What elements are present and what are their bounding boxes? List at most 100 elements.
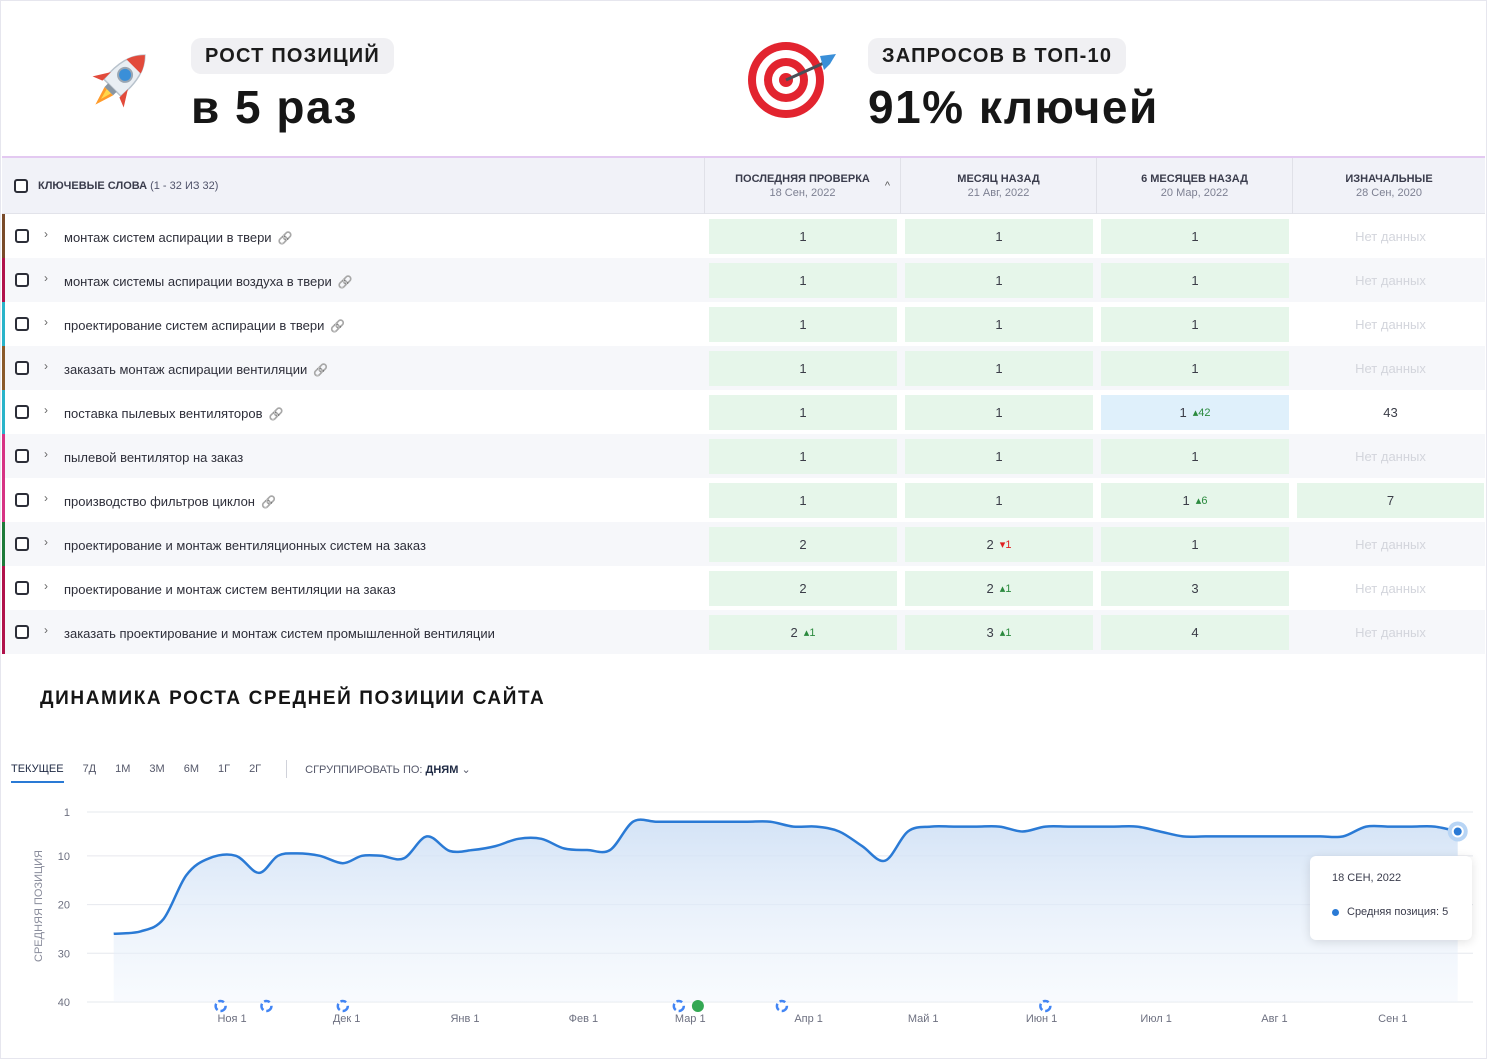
position-value: 1 bbox=[995, 273, 1003, 288]
arrow-down-icon: ▾ bbox=[999, 539, 1006, 551]
row-checkbox[interactable] bbox=[15, 537, 29, 551]
row-checkbox[interactable] bbox=[15, 229, 29, 243]
arrow-up-icon: ▴ bbox=[1192, 407, 1199, 419]
keyword-label: монтаж системы аспирации воздуха в твери bbox=[64, 274, 332, 289]
expand-chevron-icon[interactable]: › bbox=[44, 271, 48, 285]
link-icon[interactable]: 🔗 bbox=[313, 363, 329, 377]
link-icon[interactable]: 🔗 bbox=[277, 231, 293, 245]
expand-chevron-icon[interactable]: › bbox=[44, 623, 48, 637]
position-up-change: ▴1 bbox=[1000, 582, 1012, 595]
position-cell: 1 bbox=[905, 439, 1093, 474]
column-six-months-ago[interactable]: 6 МЕСЯЦЕВ НАЗАД 20 Мар, 2022 bbox=[1096, 158, 1292, 214]
keyword-label: производство фильтров циклон bbox=[64, 494, 255, 509]
table-row[interactable]: › проектирование и монтаж вентиляционных … bbox=[2, 522, 1485, 566]
column-title: ИЗНАЧАЛЬНЫЕ bbox=[1345, 173, 1433, 185]
stat-pill: ЗАПРОСОВ В ТОП-10 bbox=[868, 38, 1127, 74]
table-row[interactable]: › заказать проектирование и монтаж систем… bbox=[2, 610, 1485, 654]
position-cell: 3 ▴1 bbox=[905, 615, 1093, 650]
position-up-change: ▴6 bbox=[1196, 494, 1208, 507]
position-cell: 1 bbox=[1101, 439, 1289, 474]
change-value: 1 bbox=[809, 627, 816, 639]
position-cell: 1 bbox=[1101, 351, 1289, 386]
tab-1m[interactable]: 1М bbox=[115, 763, 131, 775]
position-cell: 3 bbox=[1101, 571, 1289, 606]
table-row[interactable]: › проектирование и монтаж систем вентиляц… bbox=[2, 566, 1485, 610]
keyword-text: проектирование систем аспирации в твери 🔗 bbox=[64, 318, 345, 333]
position-cell: 7 bbox=[1297, 483, 1484, 518]
tab-7d[interactable]: 7Д bbox=[82, 763, 97, 775]
link-icon[interactable]: 🔗 bbox=[260, 495, 276, 509]
link-icon[interactable]: 🔗 bbox=[330, 319, 346, 333]
row-checkbox[interactable] bbox=[15, 317, 29, 331]
row-checkbox[interactable] bbox=[15, 273, 29, 287]
position-value: 7 bbox=[1386, 493, 1395, 508]
expand-chevron-icon[interactable]: › bbox=[44, 403, 48, 417]
position-cell: 1 bbox=[709, 439, 897, 474]
table-row[interactable]: › поставка пылевых вентиляторов 🔗 1 1 1 ▴42 43 bbox=[2, 390, 1485, 434]
table-row[interactable]: › монтаж системы аспирации воздуха в твер… bbox=[2, 258, 1485, 302]
position-value: 1 bbox=[1191, 273, 1199, 288]
stat-value: 91% ключей bbox=[868, 81, 1159, 133]
position-value: Нет данных bbox=[1355, 537, 1426, 552]
position-value: 2 bbox=[790, 625, 798, 640]
row-checkbox[interactable] bbox=[15, 493, 29, 507]
table-row[interactable]: › проектирование систем аспирации в твери… bbox=[2, 302, 1485, 346]
change-value: 1 bbox=[1005, 583, 1012, 595]
table-row[interactable]: › пылевой вентилятор на заказ 1 1 1 Нет данны… bbox=[2, 434, 1485, 478]
select-all-checkbox[interactable] bbox=[14, 179, 28, 193]
table-row[interactable]: › заказать монтаж аспирации вентиляции 🔗 1 1… bbox=[2, 346, 1485, 390]
expand-chevron-icon[interactable]: › bbox=[44, 535, 48, 549]
position-value: 1 bbox=[799, 317, 807, 332]
position-cell: 1 bbox=[1101, 263, 1289, 298]
table-row[interactable]: › монтаж систем аспирации в твери 🔗 1 1 1 Нет … bbox=[2, 214, 1485, 258]
row-checkbox[interactable] bbox=[15, 405, 29, 419]
tooltip-date: 18 СЕН, 2022 bbox=[1332, 872, 1402, 884]
column-last-check[interactable]: ПОСЛЕДНЯЯ ПРОВЕРКА 18 Сен, 2022 ^ bbox=[704, 158, 900, 214]
row-checkbox[interactable] bbox=[15, 581, 29, 595]
keywords-count: (1 - 32 ИЗ 32) bbox=[150, 180, 219, 192]
row-checkbox[interactable] bbox=[15, 625, 29, 639]
tab-3m[interactable]: 3М bbox=[149, 763, 165, 775]
keywords-table: КЛЮЧЕВЫЕ СЛОВА (1 - 32 ИЗ 32) ПОСЛЕДНЯЯ … bbox=[2, 156, 1485, 654]
expand-chevron-icon[interactable]: › bbox=[44, 447, 48, 461]
group-by-label: СГРУППИРОВАТЬ ПО: bbox=[305, 763, 423, 776]
tab-2y[interactable]: 2Г bbox=[249, 763, 262, 775]
position-cell: 43 bbox=[1297, 395, 1484, 430]
expand-chevron-icon[interactable]: › bbox=[44, 579, 48, 593]
keyword-text: производство фильтров циклон 🔗 bbox=[64, 494, 276, 509]
keyword-label: заказать монтаж аспирации вентиляции bbox=[64, 362, 308, 377]
group-by-dropdown[interactable]: СГРУППИРОВАТЬ ПО: ДНЯМ ⌄ bbox=[305, 763, 471, 776]
position-cell: Нет данных bbox=[1297, 219, 1484, 254]
row-checkbox[interactable] bbox=[15, 449, 29, 463]
position-cell: 2 bbox=[709, 571, 897, 606]
position-cell: 1 bbox=[709, 351, 897, 386]
position-value: Нет данных bbox=[1355, 361, 1426, 376]
expand-chevron-icon[interactable]: › bbox=[44, 491, 48, 505]
tab-current[interactable]: ТЕКУЩЕЕ bbox=[11, 763, 64, 783]
column-title: 6 МЕСЯЦЕВ НАЗАД bbox=[1141, 173, 1248, 185]
position-cell: 1 ▴6 bbox=[1101, 483, 1289, 518]
table-row[interactable]: › производство фильтров циклон 🔗 1 1 1 ▴6 7 bbox=[2, 478, 1485, 522]
link-icon[interactable]: 🔗 bbox=[337, 275, 353, 289]
position-cell: 1 bbox=[905, 351, 1093, 386]
expand-chevron-icon[interactable]: › bbox=[44, 359, 48, 373]
row-checkbox[interactable] bbox=[15, 361, 29, 375]
link-icon[interactable]: 🔗 bbox=[268, 407, 284, 421]
expand-chevron-icon[interactable]: › bbox=[44, 227, 48, 241]
expand-chevron-icon[interactable]: › bbox=[44, 315, 48, 329]
tab-6m[interactable]: 6М bbox=[183, 763, 199, 775]
tab-1y[interactable]: 1Г bbox=[217, 763, 231, 775]
column-initial[interactable]: ИЗНАЧАЛЬНЫЕ 28 Сен, 2020 bbox=[1292, 158, 1485, 214]
position-value: 1 bbox=[1191, 537, 1199, 552]
tooltip-value-row: Средняя позиция: 5 bbox=[1332, 906, 1448, 918]
position-cell: 1 bbox=[709, 307, 897, 342]
sort-asc-icon[interactable]: ^ bbox=[884, 180, 890, 192]
position-cell: 2 ▴1 bbox=[709, 615, 897, 650]
position-value: Нет данных bbox=[1355, 273, 1426, 288]
position-value: Нет данных bbox=[1355, 449, 1426, 464]
position-cell: 1 bbox=[709, 263, 897, 298]
position-cell: 1 bbox=[709, 395, 897, 430]
keyword-label: проектирование и монтаж вентиляционных с… bbox=[64, 538, 426, 553]
column-month-ago[interactable]: МЕСЯЦ НАЗАД 21 Авг, 2022 bbox=[900, 158, 1096, 214]
period-tabs: ТЕКУЩЕЕ 7Д 1М 3М 6М 1Г 2Г СГРУППИРОВАТЬ … bbox=[11, 760, 471, 783]
